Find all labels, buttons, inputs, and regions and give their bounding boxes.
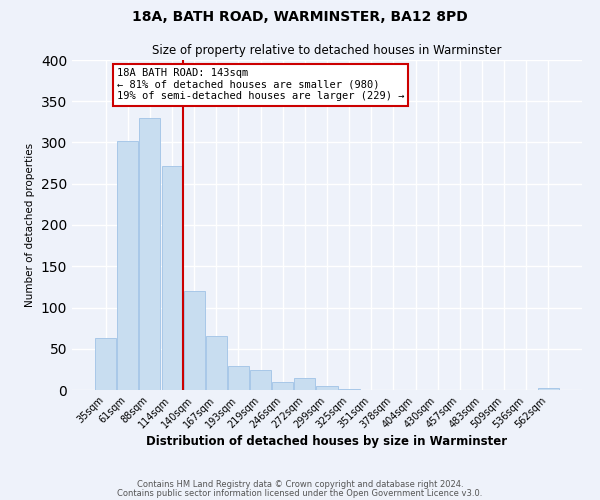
X-axis label: Distribution of detached houses by size in Warminster: Distribution of detached houses by size … bbox=[146, 436, 508, 448]
Bar bbox=[95, 338, 116, 390]
Y-axis label: Number of detached properties: Number of detached properties bbox=[25, 143, 35, 307]
Bar bbox=[295, 378, 316, 390]
Text: Contains HM Land Registry data © Crown copyright and database right 2024.: Contains HM Land Registry data © Crown c… bbox=[137, 480, 463, 489]
Bar bbox=[139, 118, 160, 390]
Text: 18A BATH ROAD: 143sqm
← 81% of detached houses are smaller (980)
19% of semi-det: 18A BATH ROAD: 143sqm ← 81% of detached … bbox=[117, 68, 404, 102]
Text: 18A, BATH ROAD, WARMINSTER, BA12 8PD: 18A, BATH ROAD, WARMINSTER, BA12 8PD bbox=[132, 10, 468, 24]
Bar bbox=[316, 386, 338, 390]
Bar bbox=[118, 141, 139, 390]
Bar bbox=[338, 389, 359, 390]
Title: Size of property relative to detached houses in Warminster: Size of property relative to detached ho… bbox=[152, 44, 502, 58]
Text: Contains public sector information licensed under the Open Government Licence v3: Contains public sector information licen… bbox=[118, 488, 482, 498]
Bar bbox=[161, 166, 182, 390]
Bar bbox=[184, 291, 205, 390]
Bar bbox=[272, 382, 293, 390]
Bar bbox=[206, 336, 227, 390]
Bar bbox=[228, 366, 249, 390]
Bar bbox=[538, 388, 559, 390]
Bar bbox=[250, 370, 271, 390]
